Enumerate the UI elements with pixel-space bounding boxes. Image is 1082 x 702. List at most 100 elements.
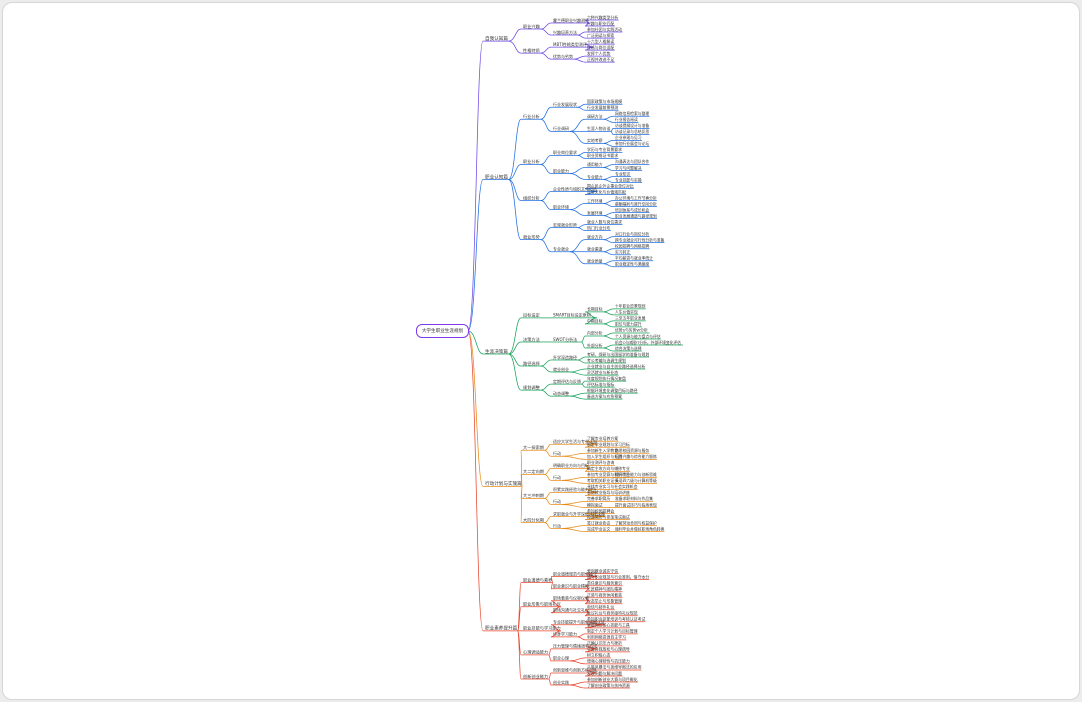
subtopic[interactable]: 定期评估与反馈	[553, 378, 581, 384]
leaf-topic[interactable]: 头脑风暴法与思维导图法的应用	[587, 665, 642, 670]
leaf-topic[interactable]: 学习与问题解决	[615, 165, 642, 170]
leaf-topic[interactable]: 企业就业与自主创业路径选择分析	[587, 364, 645, 369]
leaf-topic[interactable]: 对口行业与岗位分析	[615, 231, 649, 236]
subtopic[interactable]: 职业分析	[523, 158, 540, 165]
subtopic[interactable]: 宏观就业形势	[553, 221, 577, 227]
subtopic[interactable]: 通用能力	[587, 162, 603, 167]
subtopic[interactable]: 就业形势	[523, 233, 541, 240]
main-topic[interactable]: 职业素养提升篇	[485, 625, 518, 632]
leaf-topic[interactable]: 综合决策与选择	[615, 346, 642, 351]
subtopic[interactable]: 行业分析	[523, 113, 540, 120]
leaf-topic[interactable]: 责任意识与服务意识	[587, 580, 622, 585]
subtopic[interactable]: 职业心理	[553, 655, 569, 661]
leaf-topic[interactable]: 热门行业分布	[587, 225, 610, 230]
subtopic[interactable]: 大三冲刺期	[523, 492, 544, 499]
subtopic[interactable]: 规划调整	[523, 384, 541, 391]
subtopic[interactable]: 就业创业	[553, 366, 569, 372]
leaf-topic[interactable]: 树立积极心态	[587, 653, 610, 658]
subtopic[interactable]: 完善求职简历	[587, 496, 610, 501]
subtopic[interactable]: 压力管理与情绪调节方法	[553, 643, 597, 649]
subtopic[interactable]: 职场沟通与社交礼仪	[553, 607, 589, 613]
leaf-topic[interactable]: 顺利毕业并做好职场角色转换	[615, 526, 665, 531]
subtopic[interactable]: 职业能力	[553, 167, 569, 173]
subtopic[interactable]: 行动	[553, 474, 561, 480]
leaf-topic[interactable]: 正视并改进不足	[587, 57, 614, 62]
subtopic[interactable]: 求职就业与升学深造选择决策	[553, 510, 605, 516]
leaf-topic[interactable]: 提升面试技巧与临场表现	[615, 502, 657, 507]
leaf-topic[interactable]: 职业测评与咨询	[587, 460, 614, 465]
subtopic[interactable]: 行业发展现状	[553, 101, 577, 107]
subtopic[interactable]: 适应大学生活与专业认知	[553, 438, 597, 444]
leaf-topic[interactable]: 专业知识	[615, 171, 630, 176]
subtopic[interactable]: 职业道德与素养	[523, 576, 553, 583]
subtopic[interactable]: 加入学生组织与社团	[587, 454, 622, 459]
leaf-topic[interactable]: 培训体系与成长机会	[615, 207, 649, 212]
subtopic[interactable]: 实地考察	[587, 138, 603, 143]
subtopic[interactable]: 发展环境	[587, 210, 603, 215]
subtopic[interactable]: 兴趣培养方法	[553, 29, 577, 35]
subtopic[interactable]: 就业质量	[587, 259, 603, 264]
leaf-topic[interactable]: 了解专业培养方案	[587, 436, 618, 441]
subtopic[interactable]: 目标设定	[523, 312, 540, 319]
leaf-topic[interactable]: 企业参观与见习	[615, 135, 642, 140]
subtopic[interactable]: 行动	[553, 450, 561, 456]
leaf-topic[interactable]: 英语四六级与计算机等级	[615, 478, 657, 483]
leaf-topic[interactable]: 正装与商务休闲着装	[587, 593, 622, 598]
leaf-topic[interactable]: 考研、保研与出国留学的准备与规划	[587, 352, 649, 357]
subtopic[interactable]: 创新创业能力	[523, 673, 548, 680]
subtopic[interactable]: 组织分析	[523, 194, 540, 201]
leaf-topic[interactable]: 沟通表达与团队合作	[615, 159, 649, 164]
leaf-topic[interactable]: 发挥个人优势	[587, 51, 610, 56]
subtopic[interactable]: 外部分析	[587, 343, 603, 348]
leaf-topic[interactable]: 参加职业技能培训与考核认证考试	[587, 617, 645, 622]
leaf-topic[interactable]: 制定学业规划与学习目标	[587, 442, 630, 447]
subtopic[interactable]: 决策方法	[523, 336, 540, 343]
leaf-topic[interactable]: 机会O与威胁T分析，外部环境变化评估	[615, 340, 681, 345]
subtopic[interactable]: 参加新生入学教育	[587, 448, 618, 453]
leaf-topic[interactable]: 参加校园招聘会	[587, 508, 614, 513]
subtopic[interactable]: 职业意识与职业精神	[553, 582, 589, 588]
leaf-topic[interactable]: 性格与岗位适配	[587, 45, 614, 50]
leaf-topic[interactable]: 职位与能力提升	[615, 322, 642, 327]
subtopic[interactable]: 生涯人物访谈	[587, 126, 610, 131]
leaf-topic[interactable]: 个人资源与能力盘点与评估	[615, 334, 661, 339]
subtopic[interactable]: 霍兰德职业兴趣测评	[553, 17, 589, 23]
leaf-topic[interactable]: 人生价值实现	[615, 310, 638, 315]
leaf-topic[interactable]: 优势S与劣势W分析	[615, 328, 648, 333]
leaf-topic[interactable]: 三至五年职业发展	[615, 316, 646, 321]
subtopic[interactable]: 参加专业竞赛与科研项目	[587, 472, 630, 477]
main-topic[interactable]: 自我认知篇	[485, 35, 508, 42]
subtopic[interactable]: 工作环境	[587, 198, 603, 203]
root-topic[interactable]: 大学生职业生涯规划	[416, 324, 469, 338]
subtopic[interactable]: 签订就业协议	[587, 520, 610, 525]
leaf-topic[interactable]: 网络信息检索与整理	[615, 111, 649, 116]
leaf-topic[interactable]: 参加创新创业大赛与项目孵化	[587, 677, 638, 682]
leaf-topic[interactable]: 爱岗敬业诚实守信	[587, 568, 618, 573]
main-topic[interactable]: 行动计划与实施篇	[485, 480, 522, 487]
main-topic[interactable]: 生涯决策篇	[485, 348, 508, 355]
leaf-topic[interactable]: 备选方案与应急预案	[587, 394, 622, 399]
subtopic[interactable]: 路径选择	[523, 360, 541, 367]
leaf-topic[interactable]: 培养兴趣与综合能力锻炼	[615, 454, 657, 459]
subtopic[interactable]: 长期目标	[587, 307, 603, 312]
leaf-topic[interactable]: 十年职业愿景规划	[615, 304, 646, 309]
subtopic[interactable]: 创业实践	[553, 679, 569, 685]
leaf-topic[interactable]: 参加行业展会与论坛	[615, 141, 649, 146]
subtopic[interactable]: 行动	[553, 498, 561, 504]
main-topic[interactable]: 职业认知篇	[485, 173, 508, 180]
subtopic[interactable]: 就业渠道	[587, 246, 603, 251]
leaf-topic[interactable]: 兴趣与职业匹配	[587, 21, 614, 26]
leaf-topic[interactable]: 参加就业指导与培训讲座	[587, 490, 630, 495]
leaf-topic[interactable]: 职业发展通道与路径规划	[615, 213, 657, 218]
leaf-topic[interactable]: 学历与专业背景要求	[587, 147, 622, 152]
leaf-topic[interactable]: 了解劳动合同与权益保护	[615, 520, 657, 525]
subtopic[interactable]: 动态调整	[553, 390, 569, 396]
leaf-topic[interactable]: 遵守职业规范与行业准则，恪守本分	[587, 574, 649, 579]
leaf-topic[interactable]: 正确认识压力与挫折	[587, 641, 622, 646]
leaf-topic[interactable]: 提升专业能力与创新思维	[615, 472, 657, 477]
leaf-topic[interactable]: 访谈提纲设计与准备	[615, 123, 649, 128]
leaf-topic[interactable]: 薪酬福利与晋升空间分析	[615, 201, 657, 206]
subtopic[interactable]: 职业岗位要求	[553, 149, 577, 155]
subtopic[interactable]: 职场着装与仪容仪表	[553, 595, 589, 601]
subtopic[interactable]: 考取相关职业证书	[587, 478, 618, 483]
